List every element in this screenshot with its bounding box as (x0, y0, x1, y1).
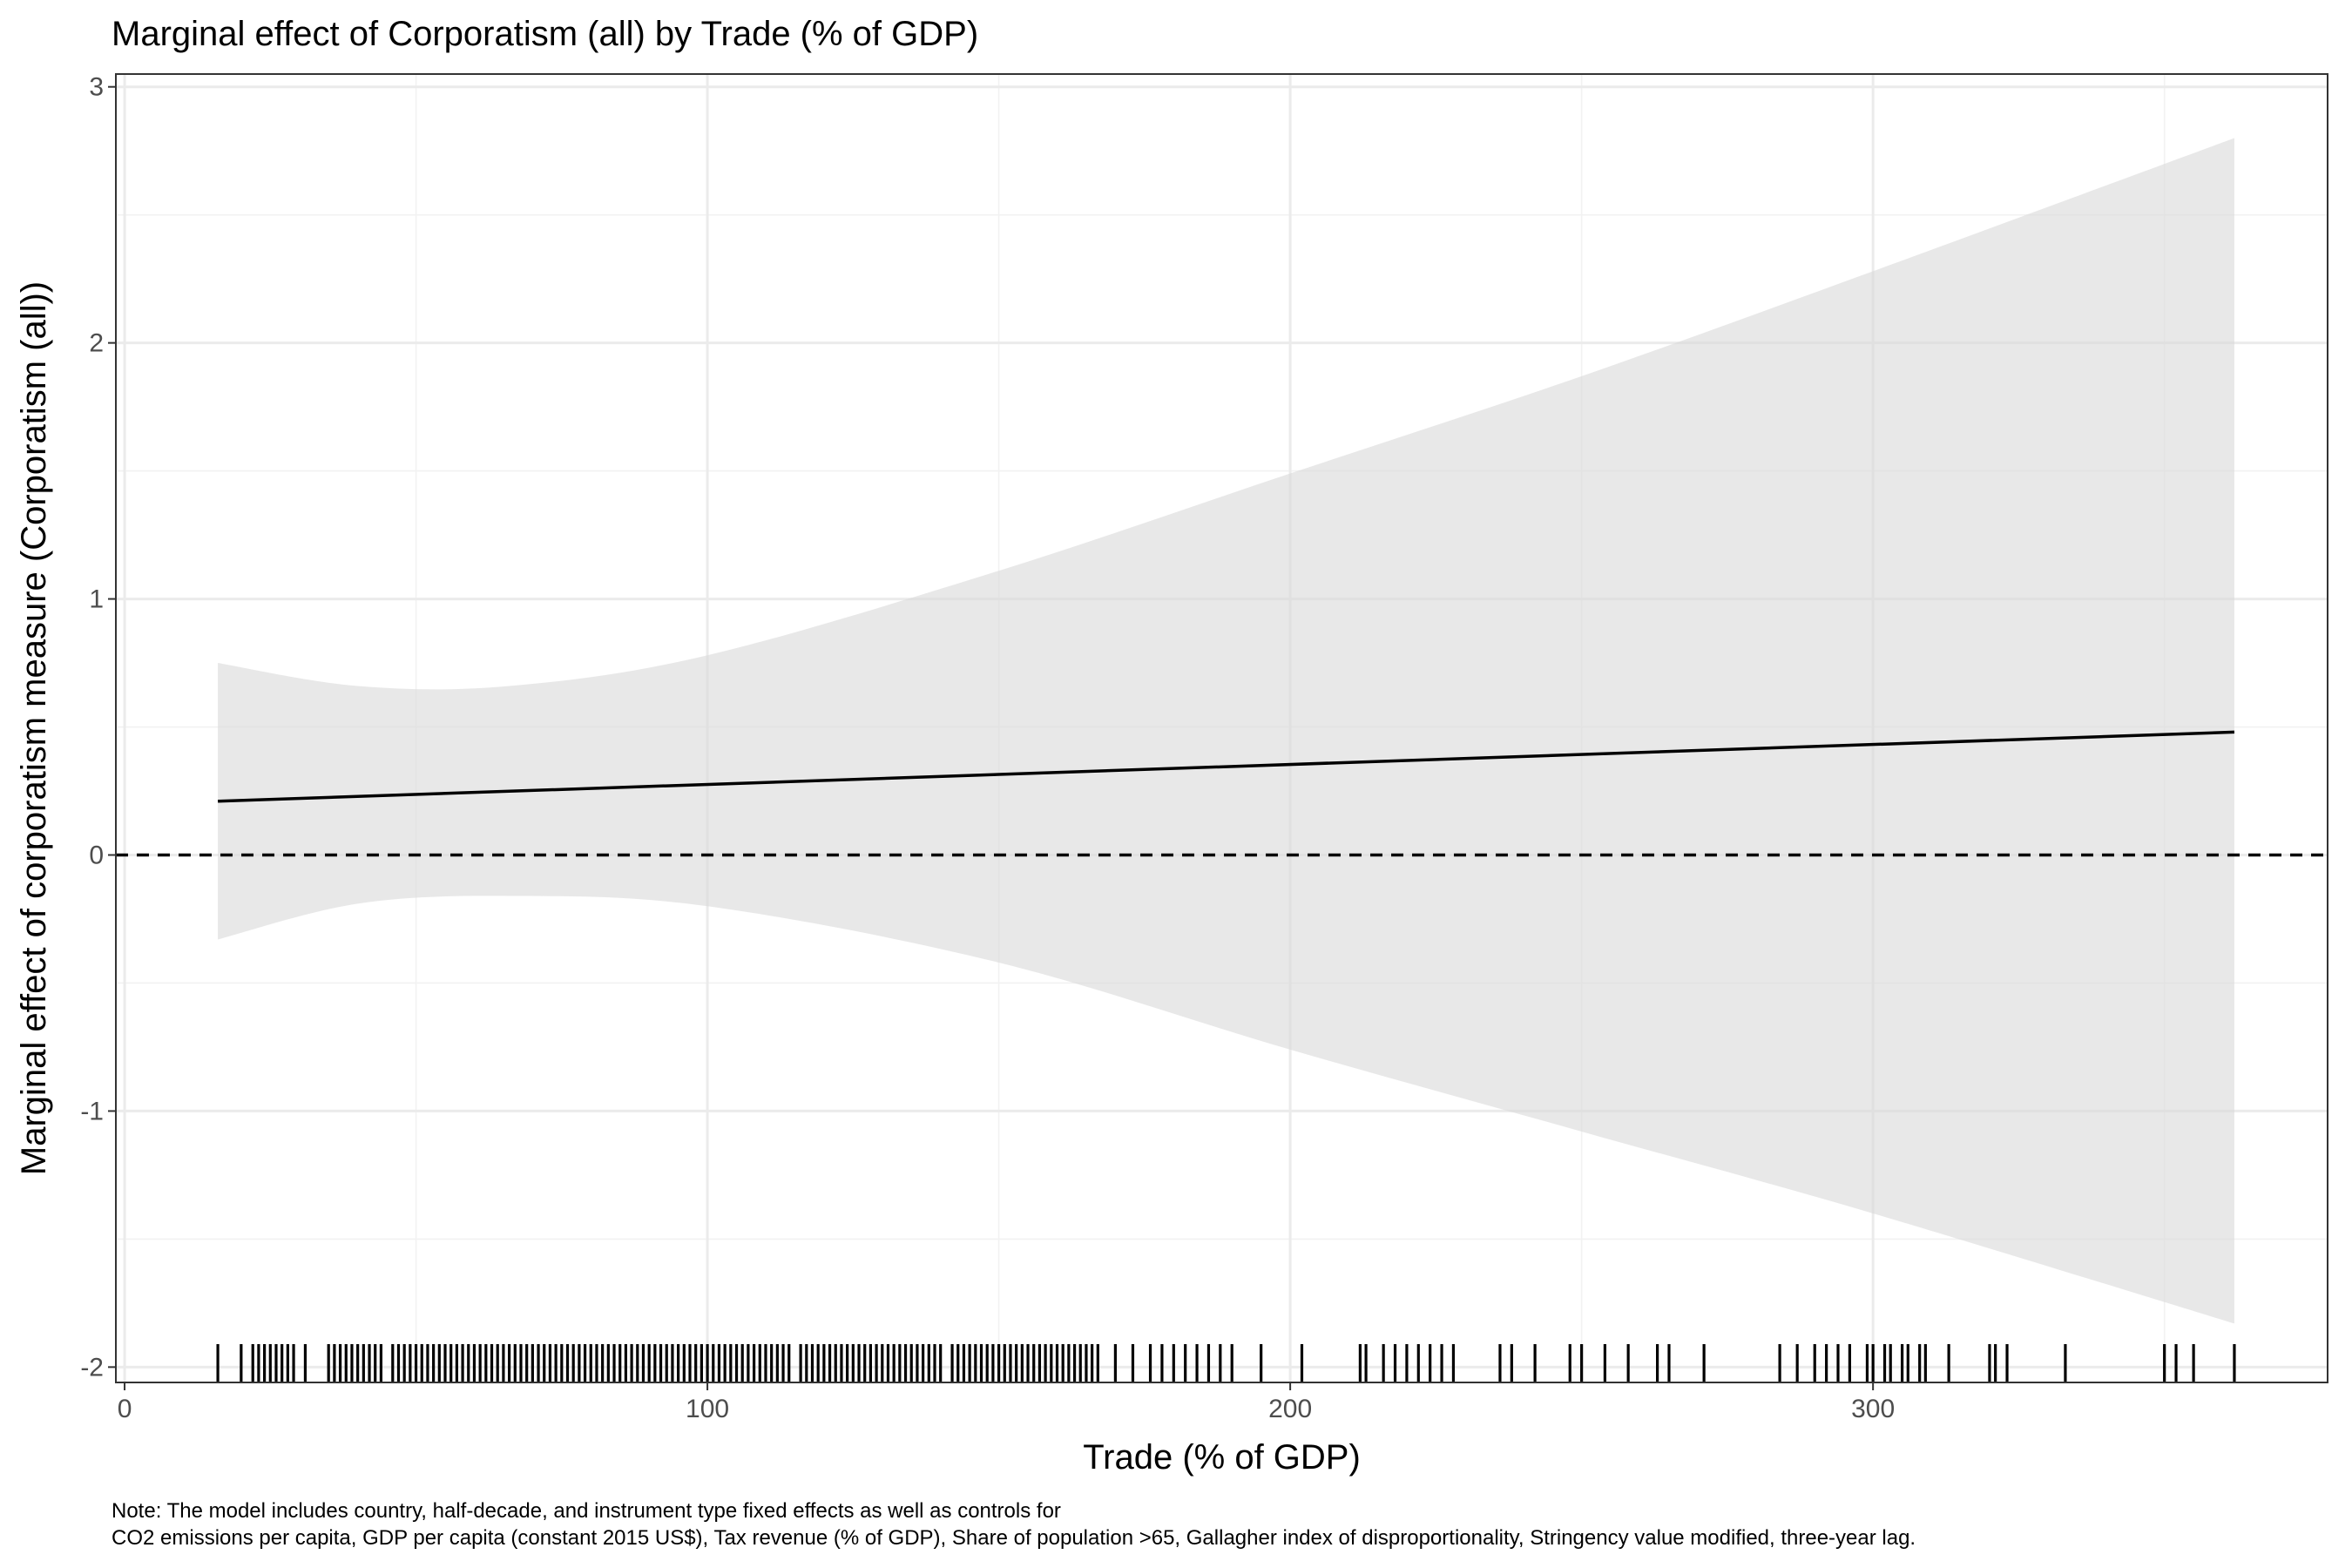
marginal-effect-layer (116, 730, 2328, 857)
y-axis-title: Marginal effect of corporatism measure (… (15, 281, 53, 1175)
y-tick-label: 2 (89, 329, 104, 358)
panel-border (115, 73, 2328, 1383)
confidence-band-layer (218, 138, 2234, 1324)
x-tick-label: 100 (686, 1395, 729, 1423)
note-line-2: CO2 emissions per capita, GDP per capita… (112, 1526, 1916, 1550)
confidence-band (218, 138, 2234, 1324)
note-line-1: Note: The model includes country, half-d… (112, 1499, 1061, 1523)
x-axis-title: Trade (% of GDP) (1083, 1438, 1361, 1477)
y-tick-label: 1 (89, 585, 104, 614)
rug-plot (216, 1344, 2236, 1382)
x-tick-label: 200 (1268, 1395, 1312, 1423)
x-tick-label: 300 (1851, 1395, 1895, 1423)
marginal-effect-line (218, 730, 2235, 803)
y-tick-label: -1 (80, 1097, 104, 1125)
axes: 0 100 200 300 -2 -1 0 1 2 3 (80, 73, 1895, 1423)
y-tick-label: 0 (89, 841, 104, 869)
chart-title: Marginal effect of Corporatism (all) by … (112, 15, 978, 53)
y-tick-label: 3 (89, 73, 104, 102)
y-tick-label: -2 (80, 1353, 104, 1382)
x-tick-label: 0 (118, 1395, 132, 1423)
